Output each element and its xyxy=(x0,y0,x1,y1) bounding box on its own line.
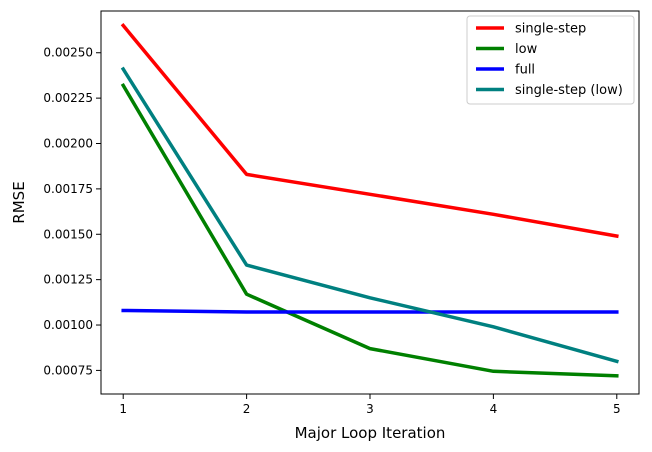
x-tick-label: 1 xyxy=(119,402,127,416)
y-tick-label: 0.00075 xyxy=(43,363,93,377)
series-layer xyxy=(120,23,619,378)
y-tick-label: 0.00150 xyxy=(43,227,93,241)
y-tick-label: 0.00250 xyxy=(43,46,93,60)
series-line-1 xyxy=(120,83,619,378)
x-tick-label: 3 xyxy=(366,402,374,416)
y-axis: 0.00075 0.00100 0.00125 0.00150 0.00175 0.002… xyxy=(43,46,101,377)
y-tick-label: 0.00225 xyxy=(43,91,93,105)
series-line-2 xyxy=(121,308,619,314)
x-tick-label: 2 xyxy=(243,402,251,416)
x-tick-label: 5 xyxy=(613,402,621,416)
series-line-3 xyxy=(120,66,619,364)
y-tick-label: 0.00175 xyxy=(43,182,93,196)
legend-label-1: low xyxy=(515,42,538,57)
legend-box xyxy=(466,15,635,105)
legend-label-3: single-step (low) xyxy=(515,83,623,98)
x-axis-label: Major Loop Iteration xyxy=(295,424,446,442)
legend-label-2: full xyxy=(515,63,535,78)
y-tick-label: 0.00100 xyxy=(43,318,93,332)
legend: single-step low full single-step (low) xyxy=(466,15,635,105)
x-tick-label: 4 xyxy=(490,402,498,416)
legend-label-0: single-step xyxy=(515,22,586,37)
series-line-0 xyxy=(120,23,619,239)
x-axis: 1 2 3 4 5 xyxy=(119,394,621,416)
y-tick-label: 0.00200 xyxy=(43,137,93,151)
y-axis-label: RMSE xyxy=(10,181,28,223)
y-tick-label: 0.00125 xyxy=(43,273,93,287)
